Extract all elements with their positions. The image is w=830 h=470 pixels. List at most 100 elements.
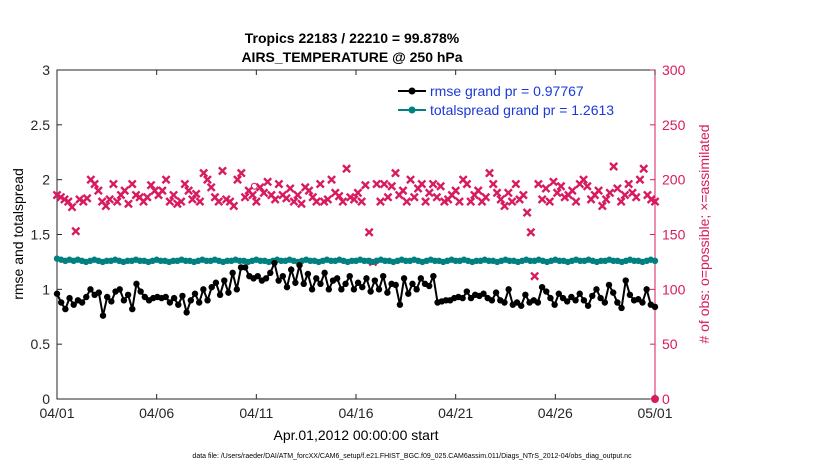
obs-count-point [424, 188, 434, 198]
obs-mark-stroke [451, 186, 461, 196]
right-tick-label: 250 [662, 117, 686, 133]
obs-count-point [488, 179, 498, 189]
rmse-point [271, 259, 278, 267]
obs-mark-stroke [360, 180, 370, 190]
obs-mark-stroke [334, 191, 344, 201]
legend: rmse grand pr = 0.97767 totalspread gran… [395, 78, 651, 124]
obs-mark-stroke [281, 193, 291, 203]
obs-count-point [541, 183, 551, 193]
rmse-point [204, 297, 211, 304]
obs-count-point [124, 199, 133, 209]
rmse-point [200, 286, 207, 293]
rmse-point [66, 294, 73, 302]
obs-count-series [52, 162, 660, 403]
obs-mark-stroke [165, 197, 175, 207]
obs-mark-stroke [259, 188, 269, 198]
obs-count-point [187, 194, 197, 204]
rmse-point [425, 282, 433, 290]
obs-count-point [597, 201, 607, 211]
obs-count-point [236, 168, 246, 178]
obs-count-point [635, 175, 645, 185]
obs-mark-stroke [428, 179, 438, 189]
obs-mark-stroke [409, 192, 419, 202]
obs-mark-stroke [289, 197, 299, 207]
obs-mark-stroke [398, 186, 408, 196]
obs-count-point [582, 181, 592, 191]
rmse-point [267, 269, 274, 277]
obs-count-point [503, 188, 513, 198]
legend-rmse-label: rmse grand pr = 0.97767 [430, 83, 584, 99]
obs-mark-stroke [612, 183, 622, 193]
obs-count-point [304, 186, 314, 196]
obs-mark-stroke [549, 177, 558, 187]
obs-mark-stroke [270, 194, 280, 204]
obs-mark-stroke [556, 181, 566, 191]
obs-mark-stroke [545, 197, 555, 207]
obs-count-point [112, 197, 122, 207]
obs-count-point [360, 180, 370, 190]
right-tick-label: 100 [662, 281, 686, 297]
rmse-point [601, 299, 609, 306]
obs-mark-stroke [406, 175, 415, 185]
obs-count-point [451, 186, 461, 196]
rmse-point [350, 286, 358, 293]
totalspread-series [53, 255, 659, 266]
rmse-point [108, 298, 115, 305]
rmse-point [576, 290, 583, 297]
rmse-point [375, 286, 383, 293]
chart-title-line-1: Tropics 22183 / 22210 = 99.878% [245, 30, 460, 46]
rmse-point [229, 269, 236, 277]
left-tick-label: 2.5 [31, 117, 51, 133]
obs-count-point [462, 179, 472, 189]
x-axis-label: Apr.01,2012 00:00:00 start [273, 427, 438, 443]
obs-count-point [142, 192, 152, 202]
obs-count-point [417, 179, 427, 189]
left-tick-label: 1 [42, 281, 50, 297]
rmse-point [129, 305, 136, 313]
rmse-point [626, 291, 634, 299]
obs-mark-stroke [537, 194, 547, 204]
obs-mark-stroke [349, 194, 359, 204]
rmse-point [296, 262, 303, 269]
obs-count-point [473, 186, 483, 196]
obs-mark-stroke [643, 190, 652, 200]
obs-count-point [549, 177, 558, 187]
obs-mark-stroke [312, 197, 321, 207]
rmse-point [183, 309, 190, 316]
obs-mark-stroke [240, 192, 250, 202]
obs-mark-stroke [503, 188, 513, 198]
obs-mark-stroke [609, 162, 619, 171]
obs-mark-stroke [533, 179, 543, 189]
obs-possible-circle [250, 182, 258, 190]
obs-count-point [372, 179, 382, 189]
obs-mark-stroke [199, 168, 209, 178]
obs-mark-stroke [251, 197, 261, 207]
obs-count-point [293, 190, 303, 200]
obs-mark-stroke [402, 197, 412, 207]
rmse-point [62, 305, 69, 313]
obs-mark-stroke [488, 179, 498, 189]
left-tick-label: 2 [42, 172, 50, 188]
obs-count-point [315, 179, 325, 189]
obs-count-point [259, 188, 269, 198]
rmse-point [212, 279, 220, 286]
right-axis: 0 50 100 150 200 250 300 [650, 62, 686, 407]
rmse-point [195, 299, 203, 306]
obs-count-point [567, 186, 577, 196]
rmse-point [396, 301, 404, 308]
obs-mark-stroke [135, 192, 145, 202]
legend-spread-marker [408, 106, 416, 114]
rmse-series [53, 259, 659, 319]
rmse-point [501, 299, 508, 306]
rmse-point [308, 286, 316, 293]
right-tick-label: 150 [662, 227, 686, 243]
obs-count-point [338, 197, 348, 207]
obs-count-point [82, 193, 92, 203]
rmse-point [367, 288, 374, 295]
obs-count-point [639, 164, 649, 174]
obs-count-point [334, 191, 344, 201]
legend-rmse-marker [408, 87, 416, 95]
obs-mark-stroke [458, 175, 468, 185]
obs-mark-stroke [169, 190, 179, 200]
obs-count-point [169, 190, 179, 200]
